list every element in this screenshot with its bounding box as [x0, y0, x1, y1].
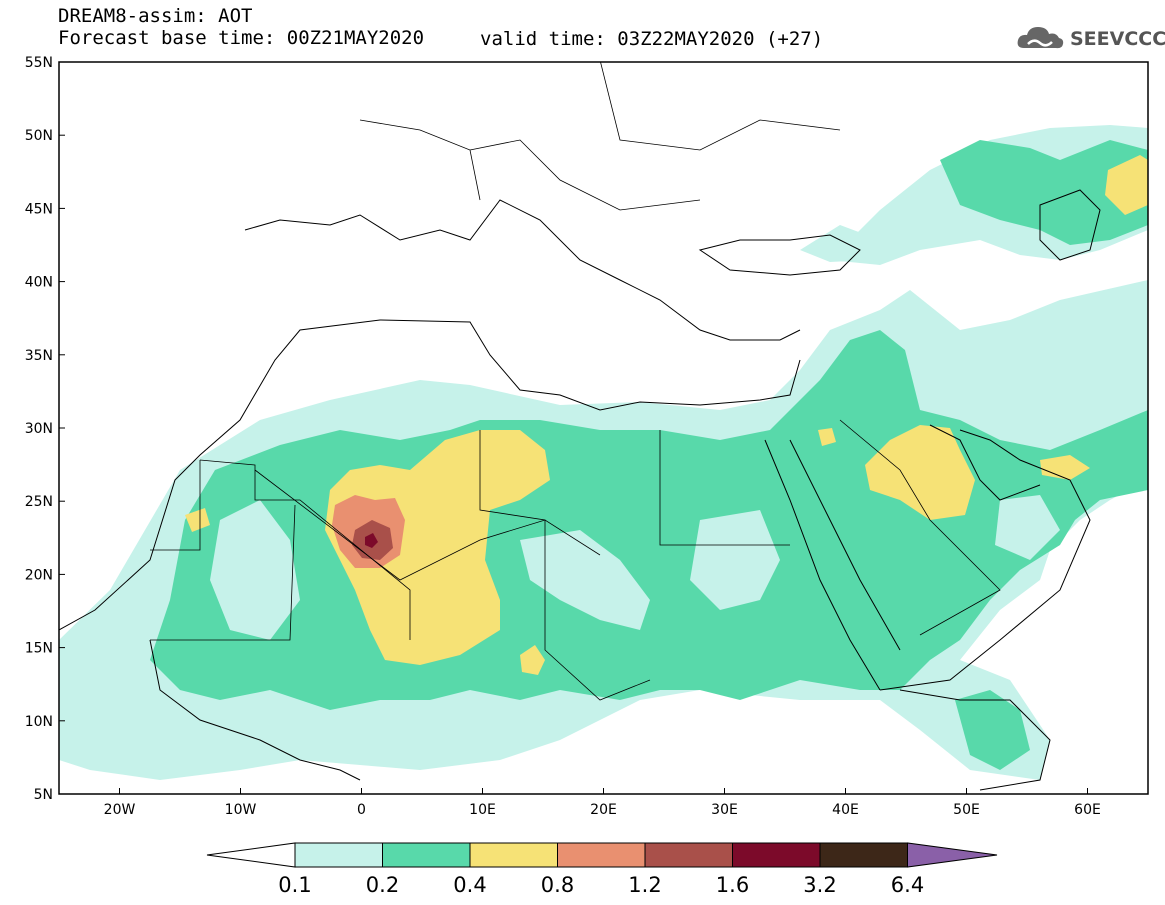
border	[199, 459, 411, 640]
coastline-red-sea	[764, 439, 901, 691]
colorbar-label: 0.4	[453, 873, 486, 897]
lat-tick-label: 20N	[25, 567, 53, 583]
colorbar-label: 0.8	[541, 873, 574, 897]
aot-level-0.4	[818, 428, 836, 446]
colorbar-swatch	[644, 842, 733, 868]
colorbar-swatch	[557, 842, 646, 868]
lat-tick-label: 10N	[25, 714, 53, 730]
lat-tick-label: 15N	[25, 641, 53, 657]
lon-tick-label: 0	[357, 802, 366, 818]
aot-level-0.4	[865, 425, 975, 520]
lon-tick-label: 20E	[590, 802, 617, 818]
border	[469, 139, 701, 211]
aot-level-0.4	[185, 508, 210, 532]
colorbar-high-triangle	[907, 842, 998, 868]
lat-tick-label: 30N	[25, 421, 53, 437]
colorbar: 0.1 0.2 0.4 0.8 1.2 1.6 3.2 6.4	[206, 842, 998, 897]
lat-tick-label: 50N	[25, 128, 53, 144]
lon-tick-label: 60E	[1074, 802, 1101, 818]
border	[600, 62, 841, 151]
lon-tick-label: 20W	[104, 802, 136, 818]
lat-tick-label: 40N	[25, 275, 53, 291]
aot-level-0.1	[690, 510, 780, 610]
aot-level-0.2	[940, 140, 1148, 245]
coastline-horn-africa	[899, 689, 1051, 791]
lat-tick-label: 55N	[25, 55, 53, 71]
colorbar-swatch	[382, 842, 471, 868]
border	[150, 504, 296, 641]
lat-tick-label: 45N	[25, 201, 53, 217]
aot-level-0.1	[520, 530, 650, 630]
longitude-axis: 20W 10W 0 10E 20E 30E 40E 50E 60E	[104, 788, 1101, 818]
lon-tick-label: 50E	[953, 802, 980, 818]
coastlines	[59, 189, 1101, 791]
aot-level-0.2	[955, 690, 1030, 770]
lon-tick-label: 10E	[469, 802, 496, 818]
coastline-europe	[244, 199, 801, 341]
coastline-africa-south	[149, 639, 361, 781]
colorbar-swatch	[819, 842, 908, 868]
lon-tick-label: 30E	[711, 802, 738, 818]
lat-tick-label: 5N	[34, 787, 53, 803]
colorbar-label: 0.1	[278, 873, 311, 897]
colorbar-label: 0.2	[366, 873, 399, 897]
logo-text: SEEVCCC	[1070, 28, 1165, 50]
coastline-arabia	[879, 429, 1091, 691]
coastline-persian-gulf	[929, 424, 1041, 501]
forecast-base-time: Forecast base time: 00Z21MAY2020	[58, 27, 425, 49]
aot-level-0.4	[520, 645, 545, 675]
colorbar-label: 1.2	[628, 873, 661, 897]
aot-level-0.1	[800, 225, 880, 262]
aot-contour-field	[59, 125, 1148, 780]
aot-level-0.4	[1040, 455, 1090, 480]
coastline-africa-west	[59, 319, 801, 631]
coastline-black-sea	[698, 234, 861, 276]
country-borders	[150, 62, 1001, 701]
colorbar-label: 3.2	[803, 873, 836, 897]
colorbar-low-triangle	[206, 842, 296, 868]
valid-time: valid time: 03Z22MAY2020 (+27)	[480, 28, 824, 50]
aot-level-0.1	[210, 500, 300, 640]
colorbar-label: 6.4	[891, 873, 924, 897]
border	[659, 430, 790, 546]
map-title: DREAM8-assim: AOT	[58, 5, 253, 27]
lon-tick-label: 10W	[225, 802, 257, 818]
lon-tick-label: 40E	[832, 802, 859, 818]
border	[479, 430, 546, 560]
colorbar-swatch	[732, 842, 821, 868]
aot-level-0.4	[1105, 155, 1148, 215]
aot-level-0.4	[325, 430, 550, 665]
border	[150, 460, 201, 551]
border	[839, 419, 1001, 636]
aot-level-0.1	[995, 495, 1060, 560]
colorbar-swatch	[469, 842, 558, 868]
cloud-icon	[1017, 27, 1064, 49]
coastline-caspian	[1039, 189, 1101, 261]
colorbar-label: 1.6	[716, 873, 749, 897]
aot-level-1.6	[365, 533, 378, 548]
border	[544, 560, 651, 701]
lat-tick-label: 35N	[25, 348, 53, 364]
colorbar-swatch	[294, 842, 383, 868]
border	[254, 469, 601, 581]
border	[359, 119, 481, 201]
seevccc-logo: SEEVCCC	[1016, 22, 1165, 56]
lat-tick-label: 25N	[25, 494, 53, 510]
latitude-axis: 55N 50N 45N 40N 35N 30N 25N 20N 15N 10N 5N	[25, 55, 65, 803]
